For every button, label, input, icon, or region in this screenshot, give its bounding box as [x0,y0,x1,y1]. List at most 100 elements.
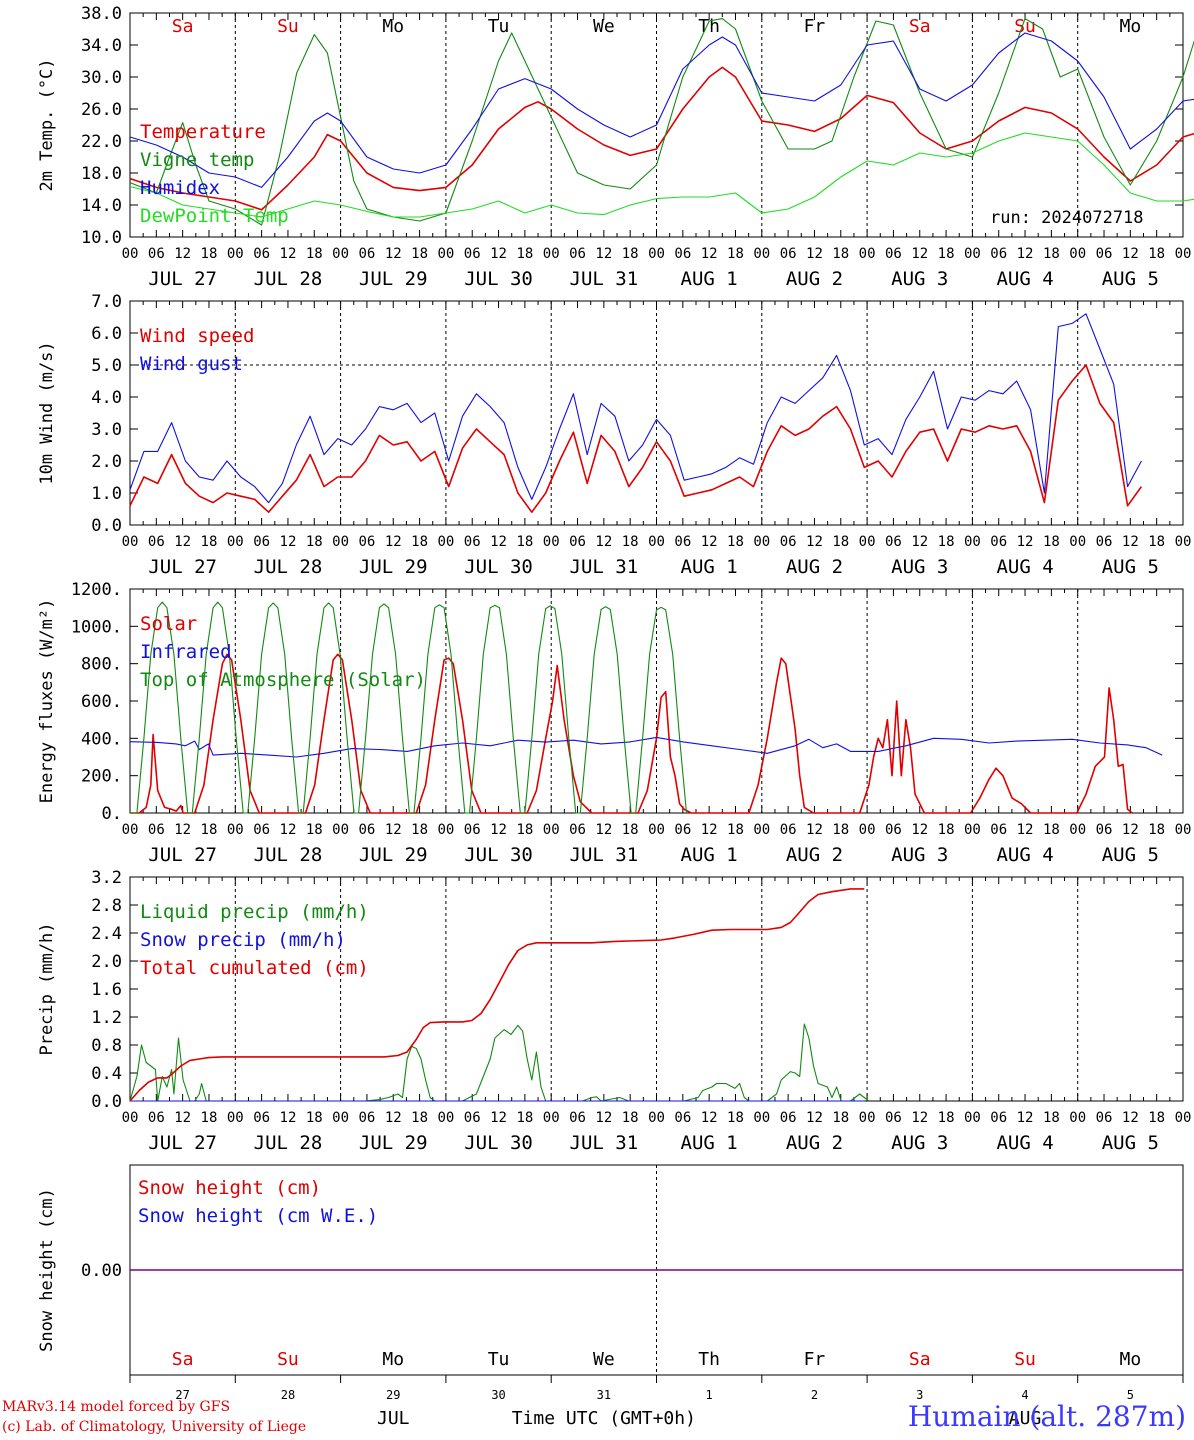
hour-tick-label: 12 [490,246,507,262]
weekday-label: Su [277,16,299,37]
hour-tick-label: 12 [174,246,191,262]
month-label-aug: AUG [1009,1408,1042,1429]
date-label: JUL 29 [359,1132,428,1154]
date-label: AUG 4 [996,1132,1053,1154]
hour-tick-label: 12 [385,246,402,262]
hour-tick-label: 18 [201,1110,218,1126]
date-label: AUG 5 [1102,268,1159,290]
y-tick-label: 30.0 [81,68,122,88]
hour-tick-label: 00 [332,534,349,550]
hour-tick-label: 18 [516,246,533,262]
y-tick-label: 26.0 [81,100,122,120]
hour-tick-label: 00 [753,822,770,838]
hour-tick-label: 12 [385,822,402,838]
y-tick-label: 10.0 [81,228,122,248]
legend-entry: Infrared [140,641,232,663]
hour-tick-label: 06 [464,1110,481,1126]
hour-tick-label: 12 [174,822,191,838]
y-tick-label: 3.2 [91,868,122,888]
hour-tick-label: 06 [569,246,586,262]
day-number-label: 3 [916,1388,923,1402]
hour-tick-label: 00 [1175,1110,1192,1126]
hour-tick-label: 12 [595,1110,612,1126]
hour-tick-label: 18 [622,246,639,262]
hour-tick-label: 12 [806,246,823,262]
hour-tick-label: 00 [122,534,139,550]
date-label: JUL 29 [359,268,428,290]
hour-tick-label: 00 [648,1110,665,1126]
date-label: AUG 4 [996,268,1053,290]
panel-4: 0.0 0.4 0.8 1.2 1.6 2.0 2.4 2.8 3.2 00 06 12 18 00 06 1… [37,868,1191,1154]
series-line-2 [129,313,1142,504]
hour-tick-label: 00 [437,1110,454,1126]
hour-tick-label: 18 [306,822,323,838]
hour-tick-label: 12 [595,822,612,838]
hour-tick-label: 18 [1148,246,1165,262]
hour-tick-label: 06 [464,246,481,262]
y-tick-label: 22.0 [81,132,122,152]
series-line-2 [129,18,1194,226]
y-tick-label: 14.0 [81,196,122,216]
hour-tick-label: 18 [938,246,955,262]
y-tick-label: 400. [81,729,122,749]
hour-tick-label: 18 [306,246,323,262]
legend-entry: Vigne temp [140,149,254,171]
date-label: AUG 5 [1102,844,1159,866]
weekday-label: Tu [488,1349,510,1370]
hour-tick-label: 00 [122,822,139,838]
hour-tick-label: 00 [964,534,981,550]
y-axis-title: Precip (mm/h) [37,922,57,1055]
hour-tick-label: 06 [464,534,481,550]
y-tick-label: 2.4 [91,924,122,944]
hour-tick-label: 18 [938,534,955,550]
y-tick-label: 4.0 [91,388,122,408]
hour-tick-label: 06 [990,534,1007,550]
date-label: JUL 30 [464,556,533,578]
hour-tick-label: 12 [1122,822,1139,838]
hour-tick-label: 12 [490,822,507,838]
hour-tick-label: 00 [1069,1110,1086,1126]
date-label: AUG 2 [786,844,843,866]
hour-tick-label: 18 [832,246,849,262]
date-label: AUG 1 [681,1132,738,1154]
hour-tick-label: 00 [227,246,244,262]
weekday-label: Sa [909,16,931,37]
hour-tick-label: 00 [227,822,244,838]
hour-tick-label: 06 [358,1110,375,1126]
hour-tick-label: 06 [358,534,375,550]
legend-entry: Solar [140,613,197,635]
hour-tick-label: 12 [280,246,297,262]
y-tick-label: 2.0 [91,452,122,472]
hour-tick-label: 06 [358,822,375,838]
hour-tick-label: 00 [753,534,770,550]
hour-tick-label: 06 [780,822,797,838]
hour-tick-label: 12 [490,1110,507,1126]
day-number-label: 27 [175,1388,189,1402]
hour-tick-label: 18 [1148,1110,1165,1126]
series-line-3 [129,32,1194,188]
hour-tick-label: 12 [911,534,928,550]
date-label: AUG 3 [891,556,948,578]
hour-tick-label: 06 [1096,1110,1113,1126]
hour-tick-label: 06 [885,822,902,838]
date-label: JUL 28 [254,1132,323,1154]
y-tick-label: 0. [102,804,122,824]
legend-entry: Humidex [140,177,220,199]
hour-tick-label: 18 [622,822,639,838]
hour-tick-label: 06 [253,246,270,262]
hour-tick-label: 00 [753,246,770,262]
day-number-label: 1 [706,1388,713,1402]
hour-tick-label: 06 [464,822,481,838]
hour-tick-label: 00 [648,822,665,838]
hour-tick-label: 12 [595,534,612,550]
hour-tick-label: 12 [806,822,823,838]
hour-tick-label: 18 [727,1110,744,1126]
hour-tick-label: 12 [806,534,823,550]
hour-tick-label: 00 [648,246,665,262]
hour-tick-label: 06 [780,246,797,262]
weekday-label: Mo [382,1349,404,1370]
hour-tick-label: 00 [332,246,349,262]
date-label: JUL 28 [254,844,323,866]
hour-tick-label: 12 [490,534,507,550]
y-axis-title: Energy fluxes (W/m²) [37,599,57,804]
